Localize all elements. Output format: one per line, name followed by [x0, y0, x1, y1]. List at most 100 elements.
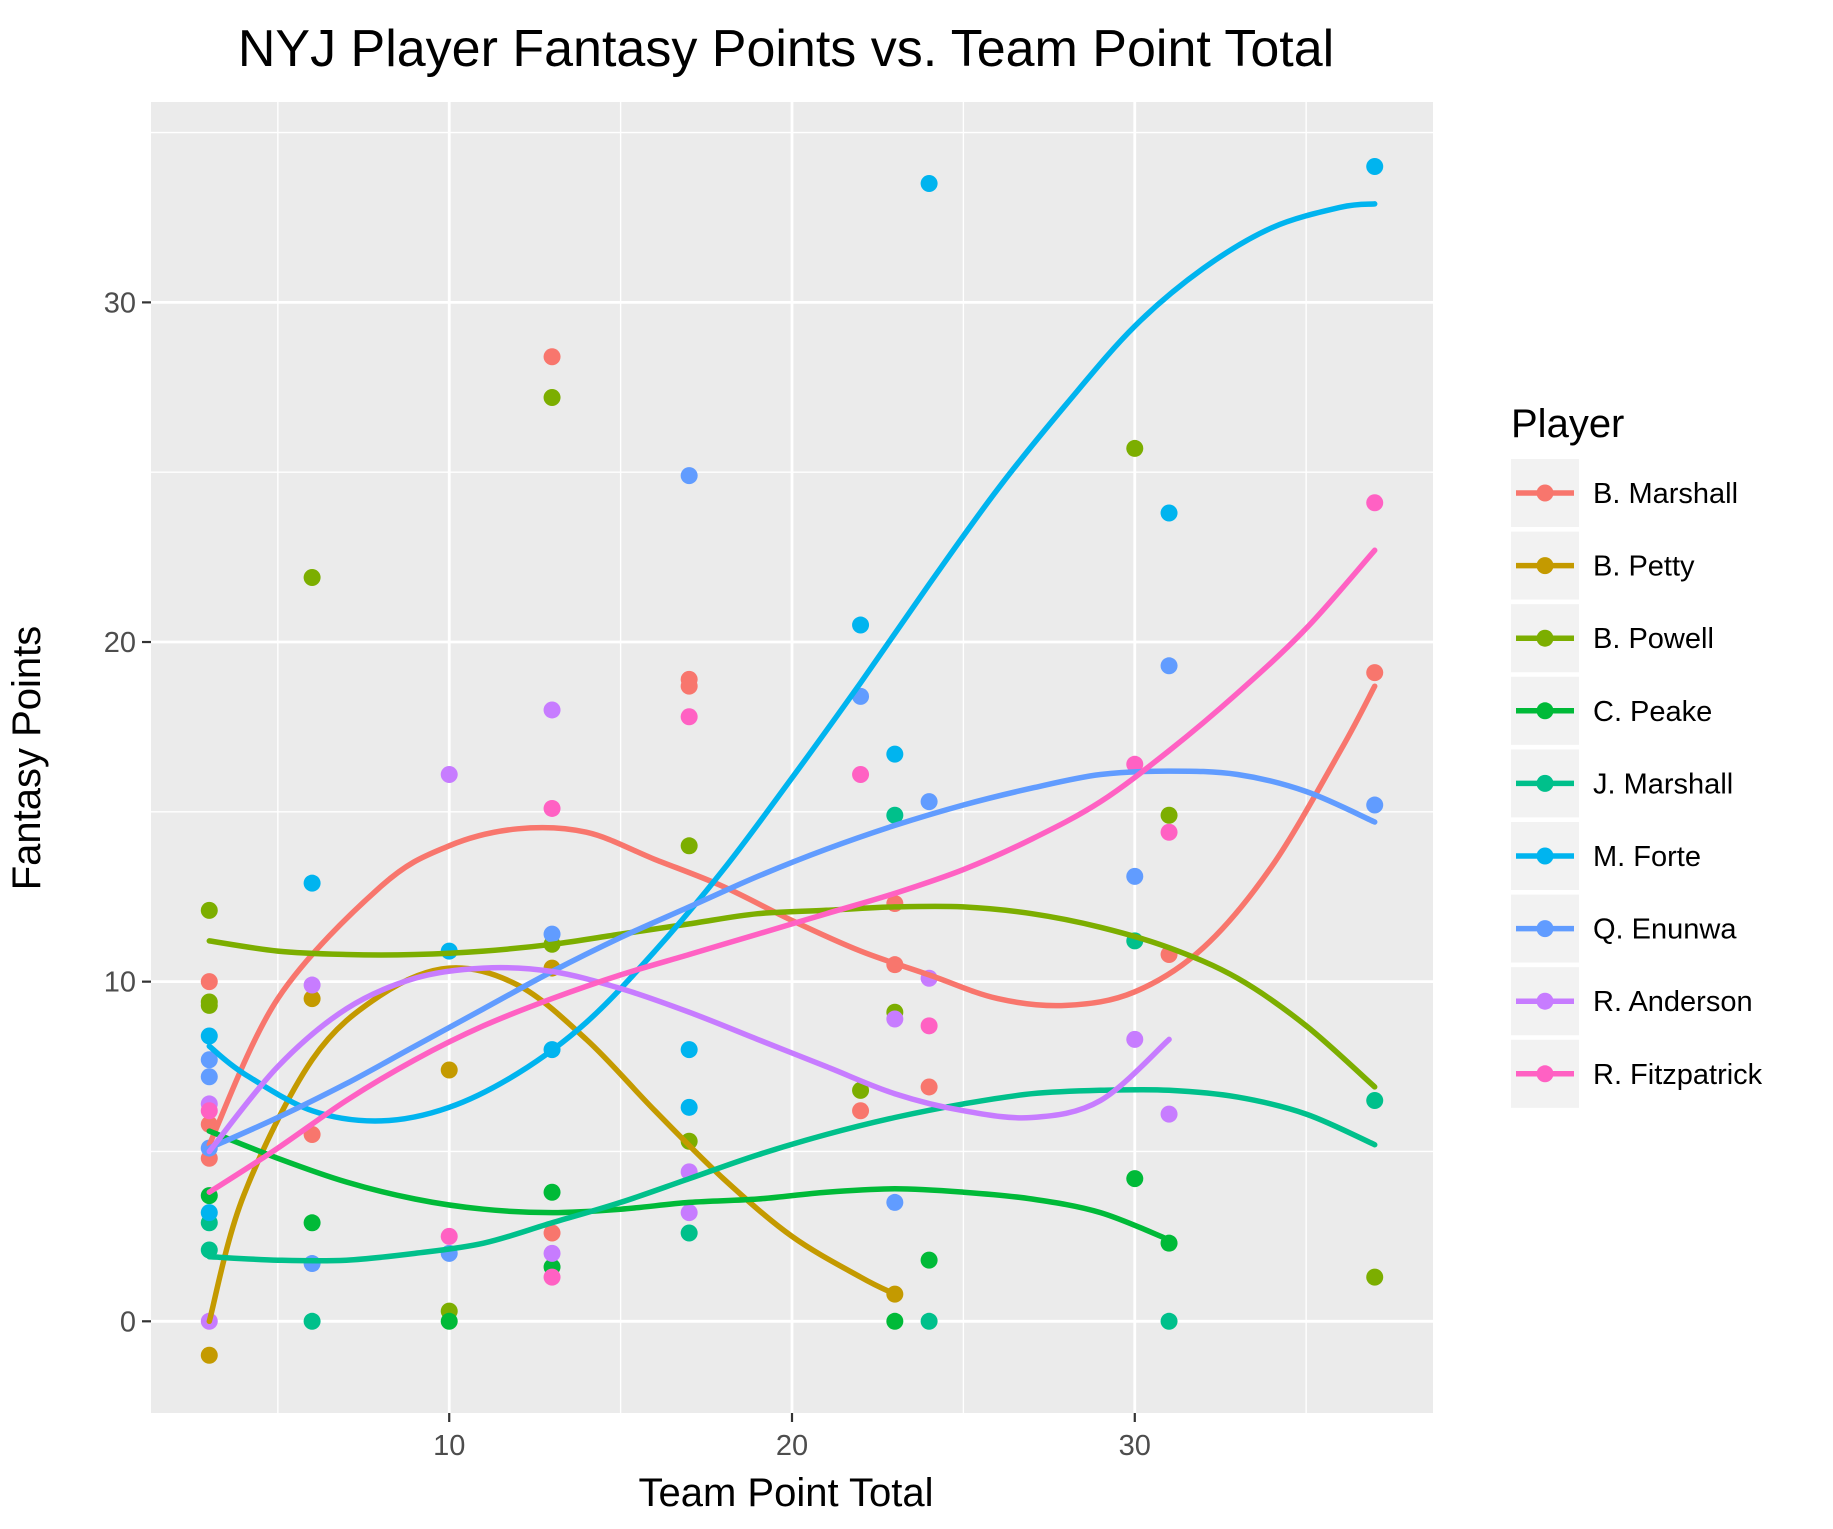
- point-b-marshall: [852, 1102, 870, 1120]
- point-q-enunwa: [920, 793, 938, 811]
- point-q-enunwa: [680, 467, 698, 485]
- legend-title: Player: [1511, 402, 1624, 446]
- point-b-powell: [852, 1081, 870, 1099]
- legend-key-point: [1536, 920, 1554, 938]
- point-b-marshall: [680, 677, 698, 695]
- legend-label: B. Powell: [1593, 623, 1714, 655]
- point-b-powell: [200, 996, 218, 1014]
- point-m-forte: [303, 874, 321, 892]
- point-r-anderson: [303, 976, 321, 994]
- point-r-fitzpatrick: [440, 1227, 458, 1245]
- point-b-marshall: [920, 1078, 938, 1096]
- point-r-fitzpatrick: [852, 765, 870, 783]
- legend-label: M. Forte: [1593, 841, 1701, 873]
- y-tick-label: 10: [104, 967, 136, 999]
- y-tick-label: 30: [104, 287, 136, 319]
- legend-label: C. Peake: [1593, 696, 1712, 728]
- legend-key-point: [1536, 992, 1554, 1010]
- point-m-forte: [200, 1027, 218, 1045]
- legend-item-r-fitzpatrick: R. Fitzpatrick: [1511, 1039, 1763, 1108]
- legend-key-point: [1536, 774, 1554, 792]
- point-b-petty: [303, 990, 321, 1008]
- series-layer: [200, 158, 1384, 1364]
- point-j-marshall: [303, 1312, 321, 1330]
- trend-line-b-powell: [206, 903, 1378, 1090]
- point-q-enunwa: [886, 1193, 904, 1211]
- legend-label: Q. Enunwa: [1593, 914, 1737, 946]
- point-j-marshall: [920, 1312, 938, 1330]
- point-m-forte: [1366, 158, 1384, 176]
- trend-line-r-anderson: [206, 964, 1172, 1155]
- point-r-anderson: [886, 1010, 904, 1028]
- legend-key-point: [1536, 847, 1554, 865]
- x-axis-title: Team Point Total: [639, 1471, 934, 1515]
- legend-label: R. Anderson: [1593, 986, 1753, 1018]
- axis-ticks: [142, 301, 1136, 1422]
- trend-line-c-peake: [206, 1128, 1172, 1243]
- legend-item-c-peake: C. Peake: [1511, 676, 1712, 745]
- point-j-marshall: [886, 806, 904, 824]
- point-r-fitzpatrick: [1126, 755, 1144, 773]
- point-r-fitzpatrick: [200, 1102, 218, 1120]
- point-b-marshall: [200, 973, 218, 991]
- series-c-peake: [200, 1170, 1178, 1330]
- legend-label: B. Petty: [1593, 551, 1695, 583]
- legend-item-b-powell: B. Powell: [1511, 604, 1714, 673]
- point-q-enunwa: [1126, 867, 1144, 885]
- point-b-powell: [303, 568, 321, 586]
- legend-label: J. Marshall: [1593, 768, 1733, 800]
- point-m-forte: [886, 745, 904, 763]
- point-q-enunwa: [1160, 657, 1178, 675]
- point-q-enunwa: [200, 1051, 218, 1069]
- x-tick-label: 10: [433, 1430, 465, 1462]
- point-j-marshall: [680, 1224, 698, 1242]
- point-q-enunwa: [303, 1255, 321, 1273]
- point-m-forte: [680, 1041, 698, 1059]
- point-r-fitzpatrick: [543, 799, 561, 817]
- point-q-enunwa: [543, 925, 561, 943]
- legend-label: B. Marshall: [1593, 478, 1738, 510]
- y-axis-title: Fantasy Points: [5, 626, 49, 891]
- point-b-powell: [1366, 1268, 1384, 1286]
- legend-item-b-marshall: B. Marshall: [1511, 459, 1738, 527]
- point-j-marshall: [200, 1241, 218, 1259]
- point-c-peake: [440, 1312, 458, 1330]
- point-b-powell: [1160, 806, 1178, 824]
- point-b-marshall: [543, 1224, 561, 1242]
- point-r-fitzpatrick: [1366, 494, 1384, 512]
- point-b-petty: [440, 1061, 458, 1079]
- point-b-petty: [200, 1346, 218, 1364]
- legend-item-q-enunwa: Q. Enunwa: [1511, 894, 1737, 963]
- point-r-anderson: [1126, 1030, 1144, 1048]
- legend-item-r-anderson: R. Anderson: [1511, 967, 1753, 1036]
- point-c-peake: [303, 1214, 321, 1232]
- legend-item-j-marshall: J. Marshall: [1511, 749, 1733, 818]
- point-r-anderson: [680, 1204, 698, 1222]
- point-r-fitzpatrick: [680, 708, 698, 726]
- trend-line-q-enunwa: [206, 768, 1378, 1151]
- legend-key-point: [1536, 484, 1554, 502]
- legend-key-point: [1536, 629, 1554, 647]
- point-r-anderson: [1160, 1105, 1178, 1123]
- trend-line-b-marshall: [206, 683, 1378, 1148]
- tick-labels: 10 20 30 0 10 20 30: [104, 287, 1151, 1462]
- legend-item-m-forte: M. Forte: [1511, 822, 1701, 890]
- point-b-powell: [680, 837, 698, 855]
- trend-line-r-fitzpatrick: [206, 547, 1378, 1195]
- point-j-marshall: [1160, 1312, 1178, 1330]
- point-b-powell: [680, 1132, 698, 1150]
- legend: Player B. Marshall B. Petty B. Powell C. Pe…: [1511, 402, 1763, 1108]
- y-tick-label: 20: [104, 627, 136, 659]
- x-tick-label: 20: [776, 1430, 808, 1462]
- legend-label: R. Fitzpatrick: [1593, 1059, 1763, 1091]
- point-m-forte: [852, 616, 870, 634]
- legend-items: B. Marshall B. Petty B. Powell C. Peake J. M…: [1511, 459, 1763, 1108]
- trend-line-m-forte: [206, 201, 1378, 1124]
- point-b-marshall: [1366, 664, 1384, 682]
- y-tick-label: 0: [120, 1306, 136, 1338]
- point-b-powell: [200, 901, 218, 919]
- point-r-fitzpatrick: [920, 1017, 938, 1035]
- point-m-forte: [200, 1204, 218, 1222]
- series-r-anderson: [200, 701, 1178, 1330]
